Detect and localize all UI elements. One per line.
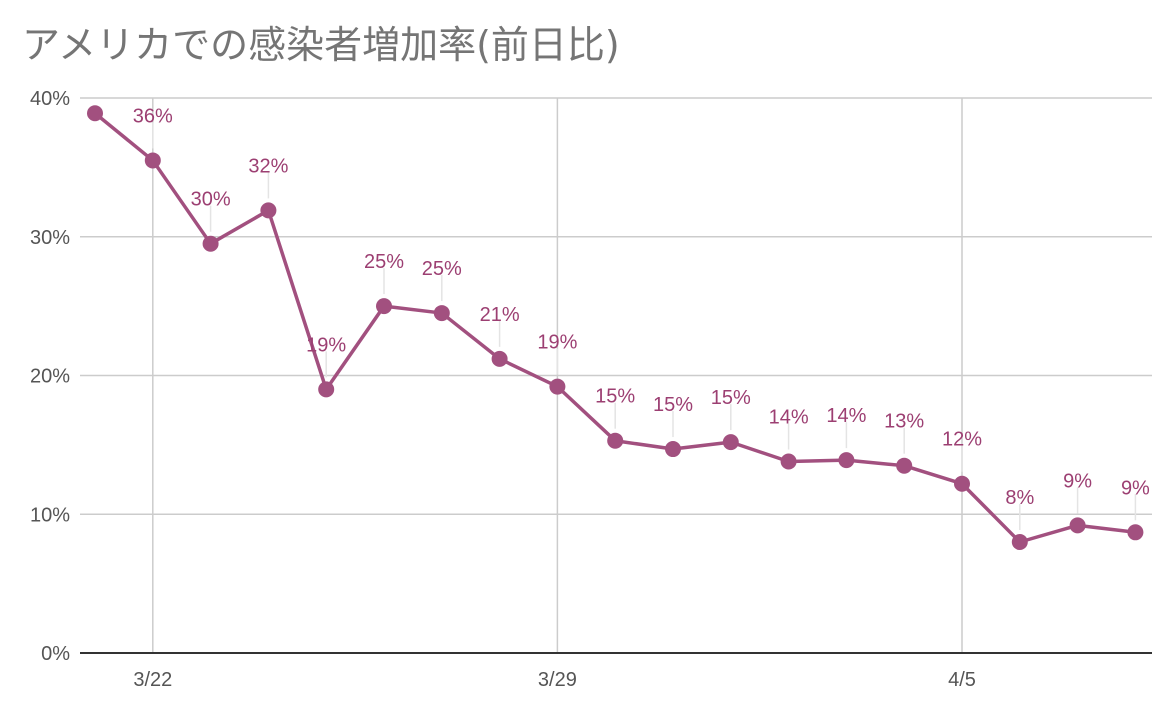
data-point — [318, 381, 335, 398]
data-label: 12% — [942, 429, 982, 451]
data-label: 15% — [653, 394, 693, 416]
data-label: 30% — [191, 189, 231, 211]
data-point — [896, 457, 913, 474]
data-point — [549, 378, 566, 395]
chart-title: アメリカでの感染者増加率(前日比) — [22, 23, 620, 67]
data-label: 19% — [306, 334, 346, 356]
data-point — [144, 152, 161, 169]
y-tick-label: 40% — [30, 88, 70, 110]
data-point — [838, 452, 855, 469]
data-label: 13% — [884, 411, 924, 433]
data-label: 9% — [1063, 470, 1092, 492]
data-point — [491, 350, 508, 367]
data-point — [376, 298, 392, 315]
data-label: 19% — [537, 332, 577, 354]
data-label: 36% — [133, 105, 173, 127]
x-tick-label: 3/29 — [538, 669, 577, 691]
data-label: 14% — [826, 405, 866, 427]
series-line — [93, 111, 1136, 544]
data-label: 21% — [480, 304, 520, 326]
data-label: 9% — [1121, 477, 1150, 499]
data-point — [1127, 524, 1144, 541]
data-point — [202, 235, 219, 252]
data-point — [780, 453, 797, 470]
data-label: 15% — [711, 387, 751, 409]
data-point — [433, 305, 450, 322]
y-tick-label: 20% — [30, 366, 70, 388]
data-label: 32% — [248, 155, 288, 177]
data-point — [1069, 517, 1086, 534]
data-point — [665, 441, 681, 458]
y-tick-label: 30% — [30, 227, 70, 249]
data-point — [1011, 534, 1028, 550]
data-point — [954, 475, 970, 492]
data-label: 14% — [769, 407, 809, 429]
data-label: 15% — [595, 386, 635, 408]
x-tick-label: 3/22 — [133, 669, 172, 691]
data-point — [722, 434, 739, 451]
data-point — [607, 432, 624, 449]
data-label: 25% — [422, 258, 462, 280]
y-tick-label: 10% — [30, 504, 70, 526]
data-label: 25% — [364, 251, 404, 273]
y-tick-label: 0% — [41, 643, 70, 665]
data-label: 8% — [1005, 487, 1034, 509]
data-point — [260, 202, 277, 219]
x-tick-label: 4/5 — [948, 669, 976, 691]
data-point — [87, 105, 103, 122]
